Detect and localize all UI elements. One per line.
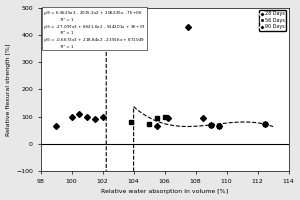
Text: $y_{28}$ = 6.5625x3 - 2015.3x2 + 206225x - 7E+06
              R² = 1
$y_{56}$ =: $y_{28}$ = 6.5625x3 - 2015.3x2 + 206225x… xyxy=(43,9,146,49)
Legend: 28 Days, 56 Days, 90 Days: 28 Days, 56 Days, 90 Days xyxy=(260,10,286,31)
X-axis label: Relative water absorption in volume [%]: Relative water absorption in volume [%] xyxy=(101,189,228,194)
Y-axis label: Relative flexural strength [%]: Relative flexural strength [%] xyxy=(6,43,10,136)
